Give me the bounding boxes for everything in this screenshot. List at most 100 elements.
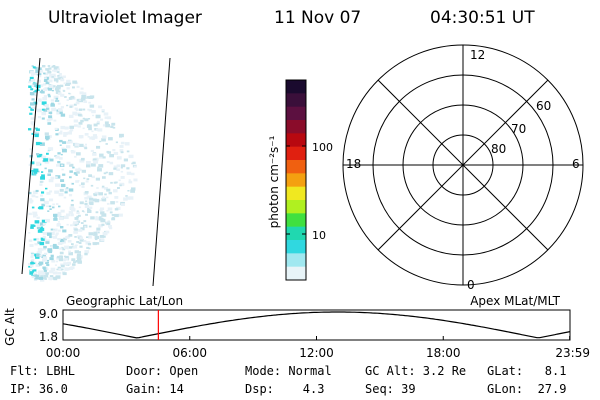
- emission-pixel: [79, 245, 83, 248]
- emission-pixel: [37, 250, 42, 254]
- emission-pixel: [87, 209, 92, 213]
- emission-pixel: [70, 213, 74, 216]
- emission-pixel: [113, 189, 118, 193]
- emission-pixel: [59, 144, 62, 146]
- emission-pixel: [44, 167, 47, 170]
- emission-pixel: [43, 267, 47, 271]
- emission-pixel: [43, 108, 48, 112]
- emission-pixel: [101, 223, 105, 226]
- emission-pixel: [42, 97, 47, 101]
- emission-pixel: [56, 81, 59, 83]
- emission-pixel: [100, 118, 104, 121]
- emission-pixel: [42, 83, 47, 86]
- timeline-right-title: Apex MLat/MLT: [470, 294, 560, 308]
- emission-pixel: [123, 197, 128, 201]
- emission-pixel: [46, 263, 50, 267]
- emission-pixel: [58, 221, 60, 223]
- emission-pixel: [56, 71, 60, 73]
- emission-pixel: [63, 262, 68, 266]
- emission-pixel: [75, 180, 79, 183]
- emission-pixel: [79, 236, 83, 240]
- emission-pixel: [63, 196, 67, 199]
- emission-pixel: [79, 91, 84, 95]
- emission-pixel: [88, 225, 92, 228]
- emission-pixel: [45, 138, 49, 141]
- emission-pixel: [29, 272, 34, 275]
- emission-pixel: [76, 210, 79, 212]
- emission-pixel: [31, 206, 35, 209]
- emission-pixel: [55, 203, 59, 205]
- emission-pixel: [85, 213, 88, 216]
- emission-pixel: [40, 222, 45, 226]
- emission-pixel: [30, 262, 34, 265]
- timeline-x-tick-label: 18:00: [426, 346, 461, 360]
- emission-pixel: [39, 180, 43, 183]
- emission-pixel: [38, 270, 43, 274]
- emission-pixel: [119, 182, 125, 187]
- emission-pixel: [120, 170, 124, 173]
- emission-pixel: [84, 252, 88, 256]
- emission-pixel: [87, 108, 90, 111]
- emission-pixel: [56, 111, 61, 115]
- emission-pixel: [44, 160, 50, 164]
- emission-pixel: [101, 109, 105, 112]
- emission-pixel: [102, 156, 106, 159]
- emission-pixel: [73, 261, 76, 264]
- emission-pixel: [35, 264, 39, 267]
- emission-pixel: [83, 192, 89, 196]
- mlt-label-0: 0: [467, 278, 475, 292]
- emission-pixel: [81, 169, 86, 173]
- emission-pixel: [62, 141, 66, 144]
- emission-pixel: [76, 241, 80, 244]
- emission-pixel: [57, 102, 61, 105]
- emission-pixel: [106, 210, 109, 212]
- emission-pixel: [114, 196, 119, 199]
- emission-pixel: [66, 161, 71, 165]
- colorbar-title: photon cm⁻²s⁻¹: [267, 135, 281, 228]
- emission-pixel: [84, 205, 90, 208]
- emission-pixel: [82, 127, 85, 130]
- emission-pixel: [95, 242, 100, 245]
- emission-pixel: [30, 260, 34, 263]
- status-gain: Gain: 14: [126, 382, 184, 396]
- emission-pixel: [31, 132, 35, 135]
- emission-pixel: [131, 187, 136, 191]
- emission-pixel: [58, 258, 64, 262]
- emission-pixel: [101, 135, 107, 139]
- emission-pixel: [57, 92, 62, 95]
- emission-pixel: [126, 171, 132, 175]
- emission-pixel: [84, 133, 89, 136]
- emission-pixel: [41, 191, 45, 194]
- emission-pixel: [53, 69, 58, 73]
- emission-pixel: [115, 201, 119, 203]
- emission-pixel: [53, 235, 58, 239]
- emission-pixel: [30, 255, 34, 258]
- emission-pixel: [128, 180, 133, 184]
- emission-pixel: [41, 254, 46, 258]
- emission-pixel: [84, 191, 89, 194]
- emission-pixel: [50, 254, 54, 257]
- emission-pixel: [38, 206, 44, 210]
- emission-pixel: [48, 111, 53, 114]
- emission-pixel: [108, 191, 112, 195]
- emission-pixel: [108, 172, 114, 176]
- emission-pixel: [93, 232, 98, 236]
- mlt-label-6: 6: [572, 157, 580, 171]
- emission-pixel: [73, 230, 78, 234]
- emission-pixel: [69, 170, 73, 173]
- emission-pixel: [119, 145, 124, 148]
- emission-pixel: [61, 242, 64, 245]
- emission-pixel: [81, 95, 86, 99]
- emission-pixel: [61, 164, 64, 167]
- emission-pixel: [42, 272, 46, 275]
- emission-pixel: [30, 88, 34, 91]
- polar-grid: 12 18 6 0 60 70 80: [342, 44, 584, 292]
- emission-pixel: [34, 134, 39, 138]
- emission-pixel: [63, 237, 67, 241]
- emission-pixel: [36, 153, 40, 156]
- emission-pixel: [100, 211, 105, 215]
- emission-pixel: [48, 115, 53, 119]
- emission-pixel: [29, 76, 34, 80]
- emission-pixel: [29, 79, 32, 82]
- emission-pixel: [83, 145, 87, 148]
